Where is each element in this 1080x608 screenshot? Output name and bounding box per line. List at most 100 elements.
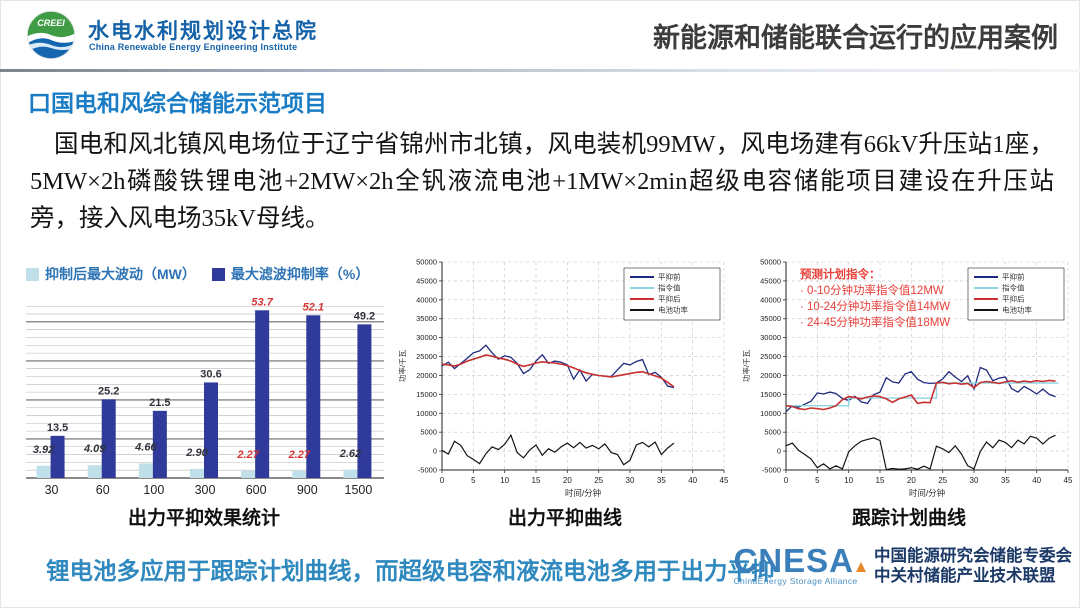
svg-text:30: 30	[45, 483, 59, 497]
svg-text:预测计划指令：: 预测计划指令：	[800, 267, 881, 281]
svg-text:15: 15	[876, 476, 885, 485]
svg-text:30.6: 30.6	[200, 368, 221, 380]
svg-text:0: 0	[433, 447, 437, 456]
legend-item: 抑制后最大波动（MW）	[26, 264, 196, 284]
svg-text:50000: 50000	[760, 258, 781, 267]
svg-text:功率/千瓦: 功率/千瓦	[741, 349, 751, 382]
svg-text:30000: 30000	[416, 333, 437, 342]
svg-text:10: 10	[844, 476, 853, 485]
creei-logo-icon: CREEI	[26, 10, 76, 60]
svg-text:CREEI: CREEI	[37, 18, 65, 28]
svg-text:0: 0	[777, 447, 781, 456]
svg-text:0: 0	[784, 476, 789, 485]
svg-text:-5000: -5000	[762, 466, 781, 475]
svg-text:-5000: -5000	[418, 466, 437, 475]
svg-text:1500: 1500	[345, 483, 373, 497]
cnesa-accent-icon	[856, 562, 866, 572]
svg-text:50000: 50000	[416, 258, 437, 267]
svg-text:21.5: 21.5	[149, 397, 170, 409]
svg-text:2.62: 2.62	[339, 448, 361, 460]
svg-text:· 24-45分钟功率指令值18MW: · 24-45分钟功率指令值18MW	[800, 315, 950, 329]
svg-text:15: 15	[532, 476, 541, 485]
svg-text:平抑前: 平抑前	[658, 272, 681, 282]
svg-text:40000: 40000	[416, 295, 437, 304]
cnesa-logo-text: CNESA	[733, 544, 866, 577]
svg-text:20: 20	[907, 476, 916, 485]
svg-text:5000: 5000	[420, 428, 437, 437]
svg-text:2.27: 2.27	[236, 449, 259, 461]
svg-text:60: 60	[96, 483, 110, 497]
section-heading: 口国电和风综合储能示范项目	[28, 90, 327, 116]
svg-text:时间/分钟: 时间/分钟	[909, 488, 945, 498]
svg-text:30: 30	[970, 476, 979, 485]
svg-text:20000: 20000	[760, 371, 781, 380]
svg-text:40: 40	[1032, 476, 1041, 485]
legend-label: 最大滤波抑制率（%）	[230, 266, 370, 282]
svg-text:13.5: 13.5	[47, 422, 68, 434]
bar-chart: 13.5 3.92 30 25.2 4.09 60 21.5 4.66 100 30.6 2.90 3…	[18, 292, 390, 505]
svg-text:52.1: 52.1	[303, 301, 324, 313]
svg-text:平抑后: 平抑后	[1002, 294, 1025, 304]
svg-text:35000: 35000	[760, 314, 781, 323]
svg-text:平抑后: 平抑后	[658, 294, 681, 304]
svg-text:100: 100	[143, 483, 164, 497]
svg-text:3.92: 3.92	[33, 444, 54, 456]
legend-swatch-dark	[211, 267, 225, 281]
legend-label: 抑制后最大波动（MW）	[45, 266, 196, 282]
cnesa-logo: CNESA ChinaEnergy Storage Alliance 中国能源研…	[733, 544, 1072, 586]
svg-text:53.7: 53.7	[251, 296, 273, 308]
cnesa-logo-block: CNESA ChinaEnergy Storage Alliance	[733, 544, 866, 586]
svg-text:· 0-10分钟功率指令值12MW: · 0-10分钟功率指令值12MW	[800, 283, 944, 297]
svg-text:10: 10	[500, 476, 509, 485]
svg-text:300: 300	[195, 483, 216, 497]
svg-text:· 10-24分钟功率指令值14MW: · 10-24分钟功率指令值14MW	[800, 299, 950, 313]
svg-text:25: 25	[938, 476, 947, 485]
svg-text:25000: 25000	[760, 352, 781, 361]
smoothing-line-chart: 0 5 10 15 20 25 30 35 40 45 -5000 0 5000 10000 15000 20…	[396, 256, 734, 505]
svg-text:45000: 45000	[760, 276, 781, 285]
svg-text:20: 20	[563, 476, 572, 485]
svg-text:功率/千瓦: 功率/千瓦	[397, 349, 407, 382]
svg-text:25000: 25000	[416, 352, 437, 361]
smoothing-chart-caption: 出力平抑曲线	[507, 508, 622, 529]
bar-chart-caption: 出力平抑效果统计	[127, 508, 280, 529]
svg-text:49.2: 49.2	[354, 310, 375, 322]
page-title: 新能源和储能联合运行的应用案例	[653, 23, 1058, 53]
legend-item: 最大滤波抑制率（%）	[211, 264, 370, 284]
svg-text:900: 900	[297, 483, 318, 497]
svg-text:指令值: 指令值	[658, 283, 681, 293]
svg-text:20000: 20000	[416, 371, 437, 380]
bar-chart-legend: 抑制后最大波动（MW） 最大滤波抑制率（%）	[26, 264, 369, 284]
svg-text:30: 30	[626, 476, 635, 485]
svg-text:指令值: 指令值	[1002, 283, 1025, 293]
cnesa-org-line2: 中关村储能产业技术联盟	[874, 567, 1056, 585]
svg-text:15000: 15000	[416, 390, 437, 399]
svg-text:600: 600	[246, 483, 267, 497]
svg-text:35: 35	[657, 476, 666, 485]
svg-text:25.2: 25.2	[98, 385, 119, 397]
svg-text:2.90: 2.90	[185, 447, 208, 459]
svg-text:5: 5	[471, 476, 476, 485]
svg-text:30000: 30000	[760, 333, 781, 342]
svg-text:40000: 40000	[760, 295, 781, 304]
svg-text:35: 35	[1001, 476, 1010, 485]
cnesa-org-names: 中国能源研究会储能专委会 中关村储能产业技术联盟	[874, 546, 1072, 586]
svg-text:40: 40	[688, 476, 697, 485]
body-paragraph: 国电和风北镇风电场位于辽宁省锦州市北镇，风电装机99MW，风电场建有66kV升压…	[30, 131, 1054, 232]
svg-text:时间/分钟: 时间/分钟	[565, 488, 601, 498]
svg-text:平抑前: 平抑前	[1002, 272, 1025, 282]
org-name-en: China Renewable Energy Engineering Insti…	[89, 42, 298, 52]
legend-swatch-light	[26, 267, 39, 281]
svg-text:35000: 35000	[416, 314, 437, 323]
conclusion-text: 锂电池多应用于跟踪计划曲线，而超级电容和液流电池多用于出力平抑	[46, 558, 775, 584]
svg-text:25: 25	[594, 476, 603, 485]
svg-text:5: 5	[815, 476, 820, 485]
svg-text:4.09: 4.09	[83, 443, 106, 455]
svg-text:2.27: 2.27	[288, 449, 311, 461]
svg-text:4.66: 4.66	[134, 441, 157, 453]
svg-text:电池功率: 电池功率	[658, 305, 688, 315]
svg-text:10000: 10000	[760, 409, 781, 418]
svg-text:45: 45	[720, 476, 729, 485]
svg-text:45: 45	[1064, 476, 1073, 485]
